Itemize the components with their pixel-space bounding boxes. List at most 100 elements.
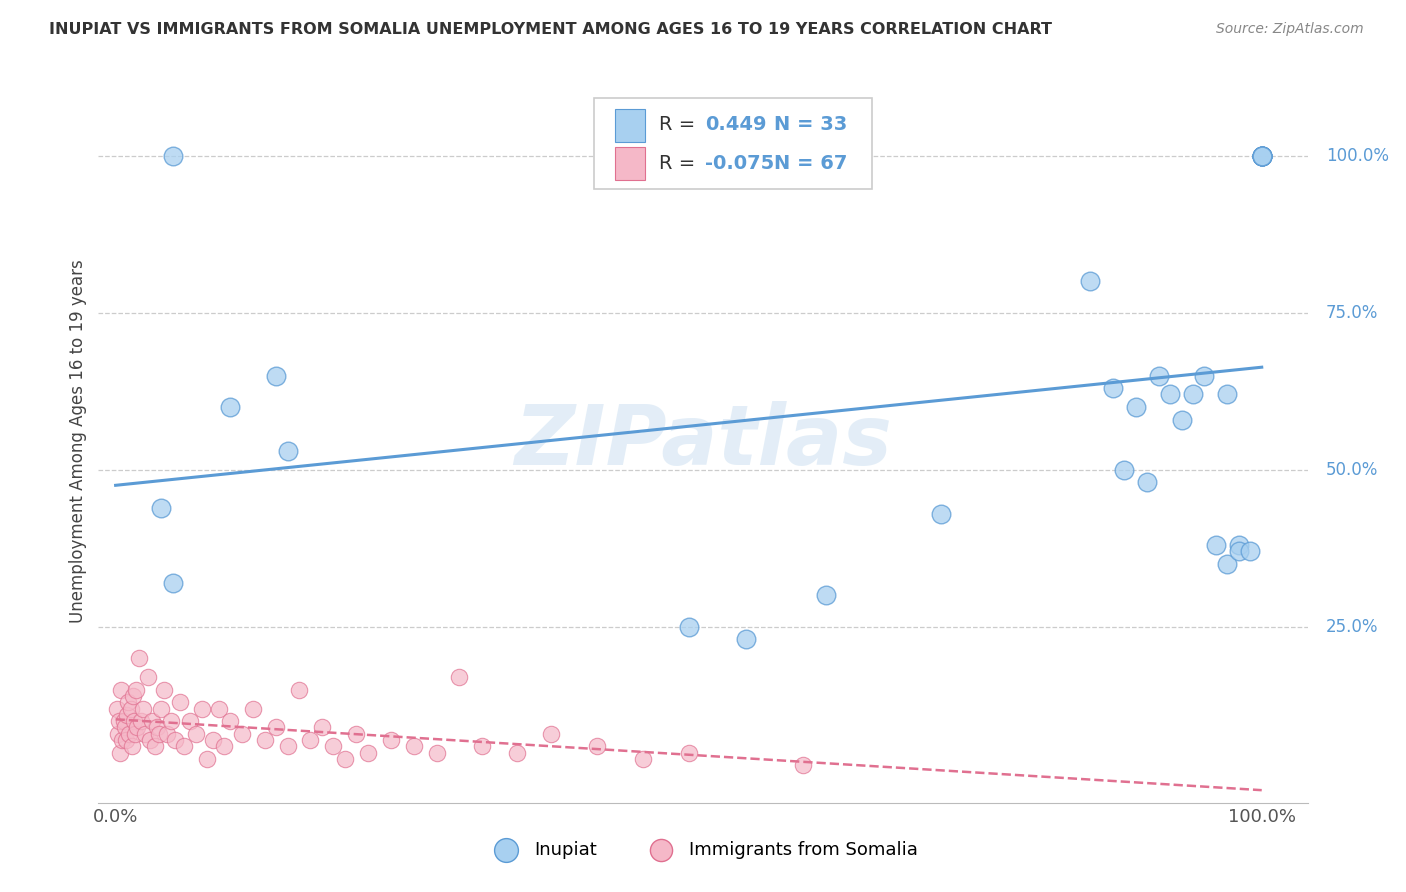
Text: 75.0%: 75.0%	[1326, 304, 1378, 322]
Point	[678, 746, 700, 760]
Point	[242, 701, 264, 715]
Point	[190, 701, 212, 715]
Point	[132, 701, 155, 715]
Point	[139, 733, 162, 747]
Point	[1194, 368, 1216, 383]
Point	[152, 682, 174, 697]
Point	[150, 500, 173, 515]
Point	[195, 752, 218, 766]
Point	[146, 720, 169, 734]
Point	[184, 727, 207, 741]
Point	[118, 727, 141, 741]
Point	[112, 714, 135, 728]
Point	[380, 733, 402, 747]
Point	[277, 444, 299, 458]
Point	[127, 720, 149, 734]
FancyBboxPatch shape	[614, 147, 645, 180]
Point	[322, 739, 344, 754]
Point	[1250, 149, 1272, 163]
Point	[1101, 381, 1123, 395]
Point	[208, 701, 231, 715]
Point	[1125, 400, 1147, 414]
Point	[219, 714, 242, 728]
FancyBboxPatch shape	[614, 109, 645, 142]
Point	[449, 670, 471, 684]
Point	[165, 733, 187, 747]
Point	[540, 727, 562, 741]
Point	[136, 670, 159, 684]
Point	[402, 739, 425, 754]
Point	[173, 739, 195, 754]
Point	[288, 682, 311, 697]
Point	[264, 368, 287, 383]
Point	[929, 507, 952, 521]
Point	[1147, 368, 1170, 383]
Point	[586, 739, 609, 754]
Point	[122, 714, 145, 728]
Point	[143, 739, 166, 754]
Point	[299, 733, 322, 747]
Point	[471, 739, 494, 754]
Point	[121, 739, 143, 754]
Point	[115, 707, 138, 722]
Point	[344, 727, 367, 741]
Point	[150, 701, 173, 715]
Point	[202, 733, 225, 747]
Text: 0.449: 0.449	[706, 115, 766, 135]
Point	[108, 746, 131, 760]
Point	[1250, 149, 1272, 163]
Point	[159, 714, 181, 728]
FancyBboxPatch shape	[595, 98, 872, 189]
Point	[1114, 463, 1136, 477]
Point	[1250, 149, 1272, 163]
Point	[141, 714, 163, 728]
Point	[156, 727, 179, 741]
Text: 50.0%: 50.0%	[1326, 461, 1378, 479]
Y-axis label: Unemployment Among Ages 16 to 19 years: Unemployment Among Ages 16 to 19 years	[69, 260, 87, 624]
Point	[117, 695, 139, 709]
Point	[219, 400, 242, 414]
Point	[1250, 149, 1272, 163]
Point	[214, 739, 236, 754]
Point	[1216, 557, 1239, 571]
Point	[1159, 387, 1181, 401]
Point	[735, 632, 758, 647]
Text: N = 67: N = 67	[775, 153, 848, 173]
Point	[277, 739, 299, 754]
Point	[425, 746, 447, 760]
Point	[134, 727, 156, 741]
Point	[107, 727, 129, 741]
Point	[108, 714, 131, 728]
Point	[815, 589, 838, 603]
Point	[115, 733, 138, 747]
Point	[631, 752, 654, 766]
Point	[678, 620, 700, 634]
Point	[1227, 544, 1250, 558]
Point	[792, 758, 814, 772]
Text: INUPIAT VS IMMIGRANTS FROM SOMALIA UNEMPLOYMENT AMONG AGES 16 TO 19 YEARS CORREL: INUPIAT VS IMMIGRANTS FROM SOMALIA UNEMP…	[49, 22, 1052, 37]
Point	[162, 149, 184, 163]
Text: R =: R =	[659, 115, 702, 135]
Point	[231, 727, 253, 741]
Point	[120, 701, 142, 715]
Point	[1136, 475, 1159, 490]
Point	[110, 682, 132, 697]
Point	[169, 695, 191, 709]
Point	[179, 714, 201, 728]
Text: Source: ZipAtlas.com: Source: ZipAtlas.com	[1216, 22, 1364, 37]
Text: 100.0%: 100.0%	[1326, 146, 1389, 165]
Point	[1250, 149, 1272, 163]
Point	[129, 714, 152, 728]
Point	[124, 727, 146, 741]
Point	[114, 720, 136, 734]
Point	[1181, 387, 1204, 401]
Point	[1205, 538, 1227, 552]
Point	[1227, 538, 1250, 552]
Point	[357, 746, 380, 760]
Point	[105, 701, 128, 715]
Point	[111, 733, 134, 747]
Point	[1216, 387, 1239, 401]
Point	[264, 720, 287, 734]
Point	[311, 720, 333, 734]
Text: R =: R =	[659, 153, 702, 173]
